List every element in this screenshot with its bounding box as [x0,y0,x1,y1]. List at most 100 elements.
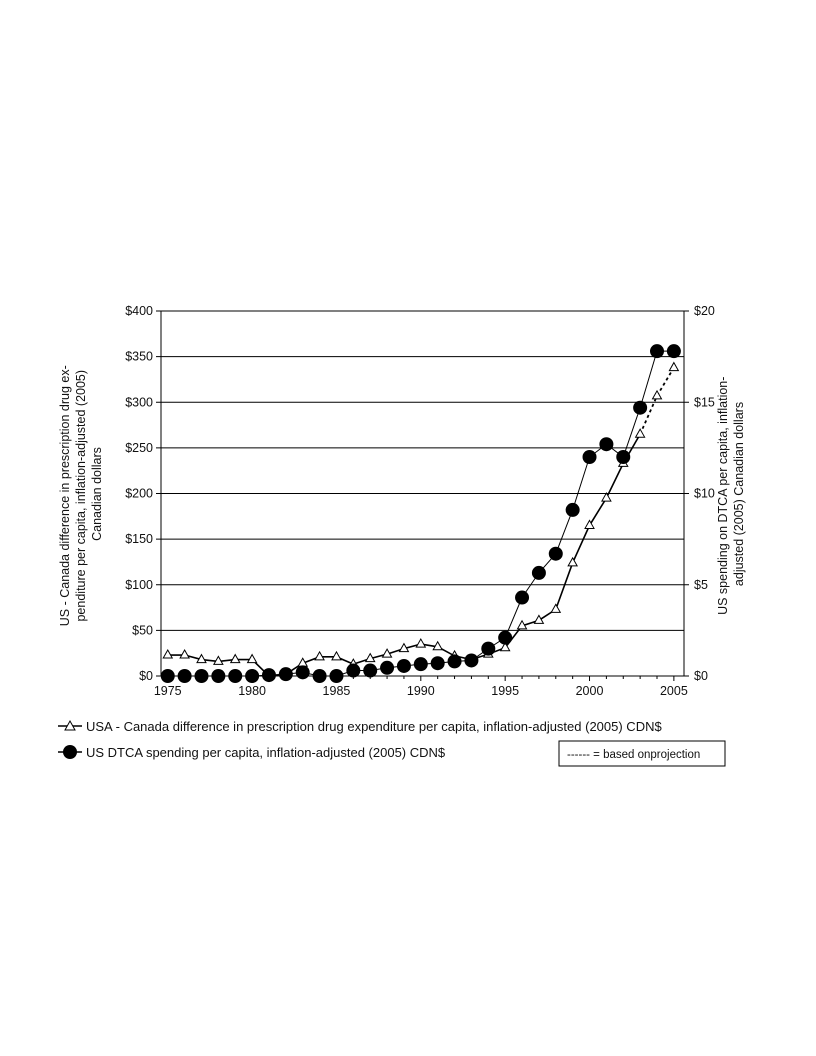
circle-point [430,656,445,671]
left-tick-label: $50 [132,623,153,637]
legend-label-difference: USA - Canada difference in prescription … [86,719,662,734]
projection-line [639,367,675,435]
right-axis-label-line: US spending on DTCA per capita, inflatio… [716,377,730,615]
triangle-point [668,361,680,372]
x-tick-label: 1975 [154,684,182,698]
circle-point [245,669,260,683]
triangle-point [651,389,663,400]
left-axis-label-line: US - Canada difference in prescription d… [58,365,72,626]
circle-point [177,669,192,683]
triangle-point [415,638,427,648]
circle-point [531,565,546,580]
left-axis-label-line: penditure per capita, inflation-adjusted… [74,370,88,622]
left-tick-label: $250 [125,441,153,455]
circle-point [481,641,496,656]
left-tick-label: $350 [125,350,153,364]
x-tick-label: 2000 [576,684,604,698]
circle-point [380,660,395,675]
left-axis-label-line: Canadian dollars [90,447,104,541]
triangle-point [229,653,241,664]
projection-note-text: ------ = based onprojection [567,749,700,761]
x-axis: 1975 1980 1985 1990 1995 2000 2005 [154,676,688,698]
x-tick-label: 1990 [407,684,435,698]
circle-point [633,400,648,415]
x-tick-label: 1980 [238,684,266,698]
triangle-point [550,603,562,613]
triangle-point [499,641,511,652]
circle-point [599,437,614,452]
circle-point [650,344,665,359]
triangle-point [601,492,612,502]
circle-point [211,669,226,683]
projection-note-box [558,740,726,767]
triangle-point [516,619,528,630]
left-tick-label: $400 [125,304,153,318]
circle-point [194,669,209,683]
circle-point [261,668,276,683]
x-tick-label: 2005 [660,684,688,698]
series-line [167,433,641,677]
gridlines [161,356,684,631]
triangle-point [567,556,579,567]
series-dtca-spending [160,344,681,683]
triangle-point [246,653,258,664]
right-axis-label-line: adjusted (2005) Canadian dollars [732,402,746,586]
series-line [167,350,674,677]
circle-point [396,658,411,673]
triangle-point [162,648,174,659]
circle-point [447,654,462,669]
legend-label-dtca: US DTCA spending per capita, inflation-a… [86,745,446,760]
left-y-axis: $0 $50 $100 $150 $200 $250 $300 $350 $400 [125,304,161,683]
circle-point [160,669,175,683]
left-tick-label: $200 [125,487,153,501]
left-tick-label: $150 [125,532,153,546]
triangle-point [314,650,325,661]
legend: USA - Canada difference in prescription … [58,719,662,760]
triangle-point [533,614,545,624]
right-axis-label: US spending on DTCA per capita, inflatio… [716,373,746,615]
triangle-point [634,428,646,438]
x-tick-label: 1995 [491,684,519,698]
right-tick-label: $10 [694,487,715,501]
circle-point [329,669,344,683]
circle-point [464,653,479,668]
left-tick-label: $300 [125,395,153,409]
circle-point [295,665,310,680]
projection-note: ------ = based onprojection [558,740,726,767]
circle-point [498,630,513,645]
left-tick-label: $100 [125,578,153,592]
circle-point [582,450,597,464]
right-tick-label: $0 [694,669,708,683]
circle-point [228,669,243,683]
circle-point [666,344,681,359]
circle-point [548,546,563,561]
legend-triangle-icon [64,719,76,731]
right-y-axis: $0 $5 $10 $15 $20 [684,304,715,683]
triangle-point [331,650,342,661]
right-tick-label: $20 [694,304,715,318]
series-us-canada-difference [162,361,680,680]
circle-point [515,590,530,605]
triangle-point [381,648,393,658]
circle-point [413,657,428,672]
triangle-point [432,640,444,651]
circle-point [346,663,361,678]
triangle-point [584,519,595,529]
triangle-point [196,653,207,664]
circle-point [312,669,327,683]
triangle-point [364,652,376,663]
circle-point [278,667,293,682]
left-axis-label: US - Canada difference in prescription d… [58,362,104,627]
x-tick-label: 1985 [323,684,351,698]
circle-point [616,450,631,464]
left-tick-label: $0 [139,669,153,683]
right-tick-label: $5 [694,578,708,592]
circle-point [565,502,580,517]
right-tick-label: $15 [694,395,715,409]
triangle-point [213,655,224,665]
circle-point [363,663,378,678]
legend-circle-icon [63,745,77,759]
triangle-point [179,648,190,659]
triangle-point [398,642,410,653]
